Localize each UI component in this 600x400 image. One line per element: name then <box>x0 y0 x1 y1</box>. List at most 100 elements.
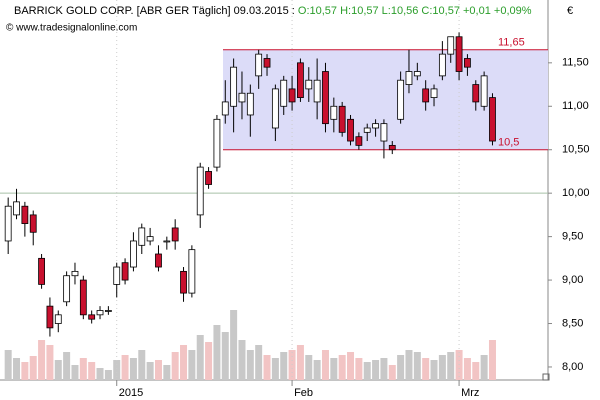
y-tick-label: 10,50 <box>562 144 590 156</box>
volume-bar <box>213 325 221 380</box>
volume-bar <box>372 360 380 380</box>
candle-body <box>472 84 480 103</box>
candle-body <box>430 88 438 98</box>
candle-body <box>480 75 488 107</box>
volume-bar <box>146 362 154 380</box>
candle-body <box>380 123 388 142</box>
candle-body <box>180 270 187 294</box>
candle-body <box>238 92 246 103</box>
volume-bar <box>188 350 196 380</box>
candle-body <box>4 205 12 242</box>
volume-bar <box>330 358 338 380</box>
candle-body <box>447 36 455 55</box>
candle-body <box>363 127 371 133</box>
candle-body <box>388 144 396 151</box>
chart-title: BARRICK GOLD CORP. [ABR GER Täglich] 09.… <box>14 5 532 17</box>
volume-bar <box>96 368 104 380</box>
x-tick-label: Feb <box>294 387 313 399</box>
candle-body <box>146 236 154 242</box>
candle-body <box>163 240 171 243</box>
candle-body <box>355 136 363 146</box>
candle-body <box>79 279 87 316</box>
volume-bar <box>121 355 129 380</box>
zone-top-label: 11,65 <box>498 37 525 49</box>
watermark: © www.tradesignalonline.com <box>6 23 137 34</box>
y-tick-label: 9,50 <box>562 231 583 243</box>
volume-bar <box>438 355 446 380</box>
candle-body <box>288 88 296 103</box>
volume-bar <box>447 352 455 380</box>
candle-body <box>438 53 446 77</box>
candle-body <box>313 79 321 103</box>
candle-body <box>196 166 204 216</box>
y-tick-label: 8,50 <box>562 317 583 329</box>
y-tick-label: 9,00 <box>562 274 583 286</box>
candle-body <box>255 53 263 77</box>
candle-body <box>138 227 146 246</box>
volume-bar <box>280 352 288 380</box>
volume-bar <box>29 356 37 380</box>
candle-body <box>397 79 405 120</box>
candle-body <box>347 118 354 142</box>
volume-bar <box>171 352 179 380</box>
candle-body <box>171 227 179 242</box>
volume-bar <box>129 358 137 380</box>
volume-bar <box>79 358 87 380</box>
volume-bar <box>305 355 313 380</box>
y-tick-label: 11,50 <box>562 57 589 69</box>
volume-bar <box>355 358 363 380</box>
volume-bar <box>480 355 488 380</box>
candle-body <box>305 79 313 90</box>
candle-body <box>46 305 54 329</box>
candle-body <box>63 275 71 303</box>
volume-bar <box>71 365 79 380</box>
candle-body <box>96 310 104 316</box>
volume-bar <box>138 350 146 380</box>
volume-bar <box>430 360 438 380</box>
volume-bar <box>347 352 355 380</box>
volume-bar <box>413 352 421 380</box>
volume-bar <box>13 358 21 380</box>
volume-bar <box>488 340 496 380</box>
candle-body <box>271 88 279 129</box>
candle-body <box>413 71 421 77</box>
volume-bar <box>422 358 430 380</box>
candle-body <box>338 105 346 133</box>
quote: O:10,57 H:10,57 L:10,56 C:10,57 +0,01 +0… <box>298 5 532 17</box>
candle-body <box>205 171 212 185</box>
volume-bar <box>163 365 171 380</box>
x-tick-label: 2015 <box>119 387 143 399</box>
volume-bar <box>463 358 471 380</box>
zone-bottom-label: 10,5 <box>498 137 519 149</box>
volume-bar <box>113 360 121 380</box>
y-tick-label: 11,00 <box>562 100 589 112</box>
candle-body <box>29 214 37 233</box>
volume-bar <box>196 335 204 380</box>
volume-bar <box>221 332 229 380</box>
candle-body <box>405 71 413 85</box>
volume-bar <box>321 350 329 380</box>
candle-body <box>113 266 121 285</box>
candle-body <box>88 314 96 320</box>
candle-body <box>489 97 496 142</box>
volume-bar <box>205 342 213 380</box>
candle-body <box>121 262 129 281</box>
candle-body <box>230 66 238 107</box>
volume-bar <box>313 360 321 380</box>
volume-bar <box>230 310 238 380</box>
candle-body <box>21 205 29 224</box>
candle-body <box>104 310 112 312</box>
volume-bar <box>388 365 396 380</box>
volume-bar <box>397 355 405 380</box>
volume-bar <box>255 345 263 380</box>
candle-body <box>130 240 137 268</box>
title: BARRICK GOLD CORP. [ABR GER Täglich] 09.… <box>14 5 295 17</box>
volume-bar <box>472 362 480 380</box>
volume-bar <box>363 362 371 380</box>
volume-bar <box>263 355 271 380</box>
volume-bar <box>238 340 246 380</box>
volume-bar <box>338 355 346 380</box>
volume-bar <box>63 352 71 380</box>
candle-body <box>464 58 471 68</box>
